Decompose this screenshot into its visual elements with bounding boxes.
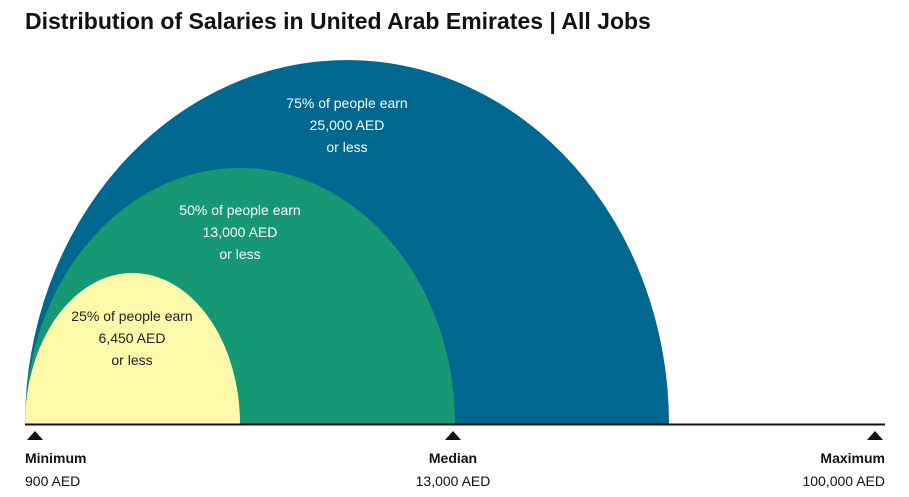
marker: Median 13,000 AED (416, 447, 491, 493)
line: or less (219, 246, 261, 262)
line: or less (111, 352, 153, 368)
arc-label: 25% of people earn 6,450 AED or less (22, 305, 242, 371)
arc-label: 75% of people earn 25,000 AED or less (237, 92, 457, 158)
marker-label: Median (428, 450, 478, 466)
line: 25% of people earn (71, 308, 193, 324)
marker-value: 100,000 AED (802, 473, 885, 489)
arc-label: 50% of people earn 13,000 AED or less (130, 199, 350, 265)
line: 6,450 AED (98, 330, 166, 346)
marker: Maximum 100,000 AED (802, 447, 885, 493)
marker-triangle (867, 431, 883, 440)
arc-25 (25, 273, 240, 424)
marker-value: 900 AED (25, 473, 81, 489)
title: Distribution of Salaries in United Arab … (25, 8, 651, 34)
marker-triangle (27, 431, 43, 440)
line: or less (326, 139, 368, 155)
marker-label: Minimum (25, 450, 87, 466)
line: 25,000 AED (309, 117, 385, 133)
marker-value: 13,000 AED (415, 473, 491, 489)
line: 50% of people earn (179, 202, 301, 218)
marker: Minimum 900 AED (25, 447, 86, 493)
marker-label: Maximum (820, 450, 885, 466)
line: 75% of people earn (286, 95, 408, 111)
line: 13,000 AED (202, 224, 278, 240)
marker-triangle (445, 431, 461, 440)
